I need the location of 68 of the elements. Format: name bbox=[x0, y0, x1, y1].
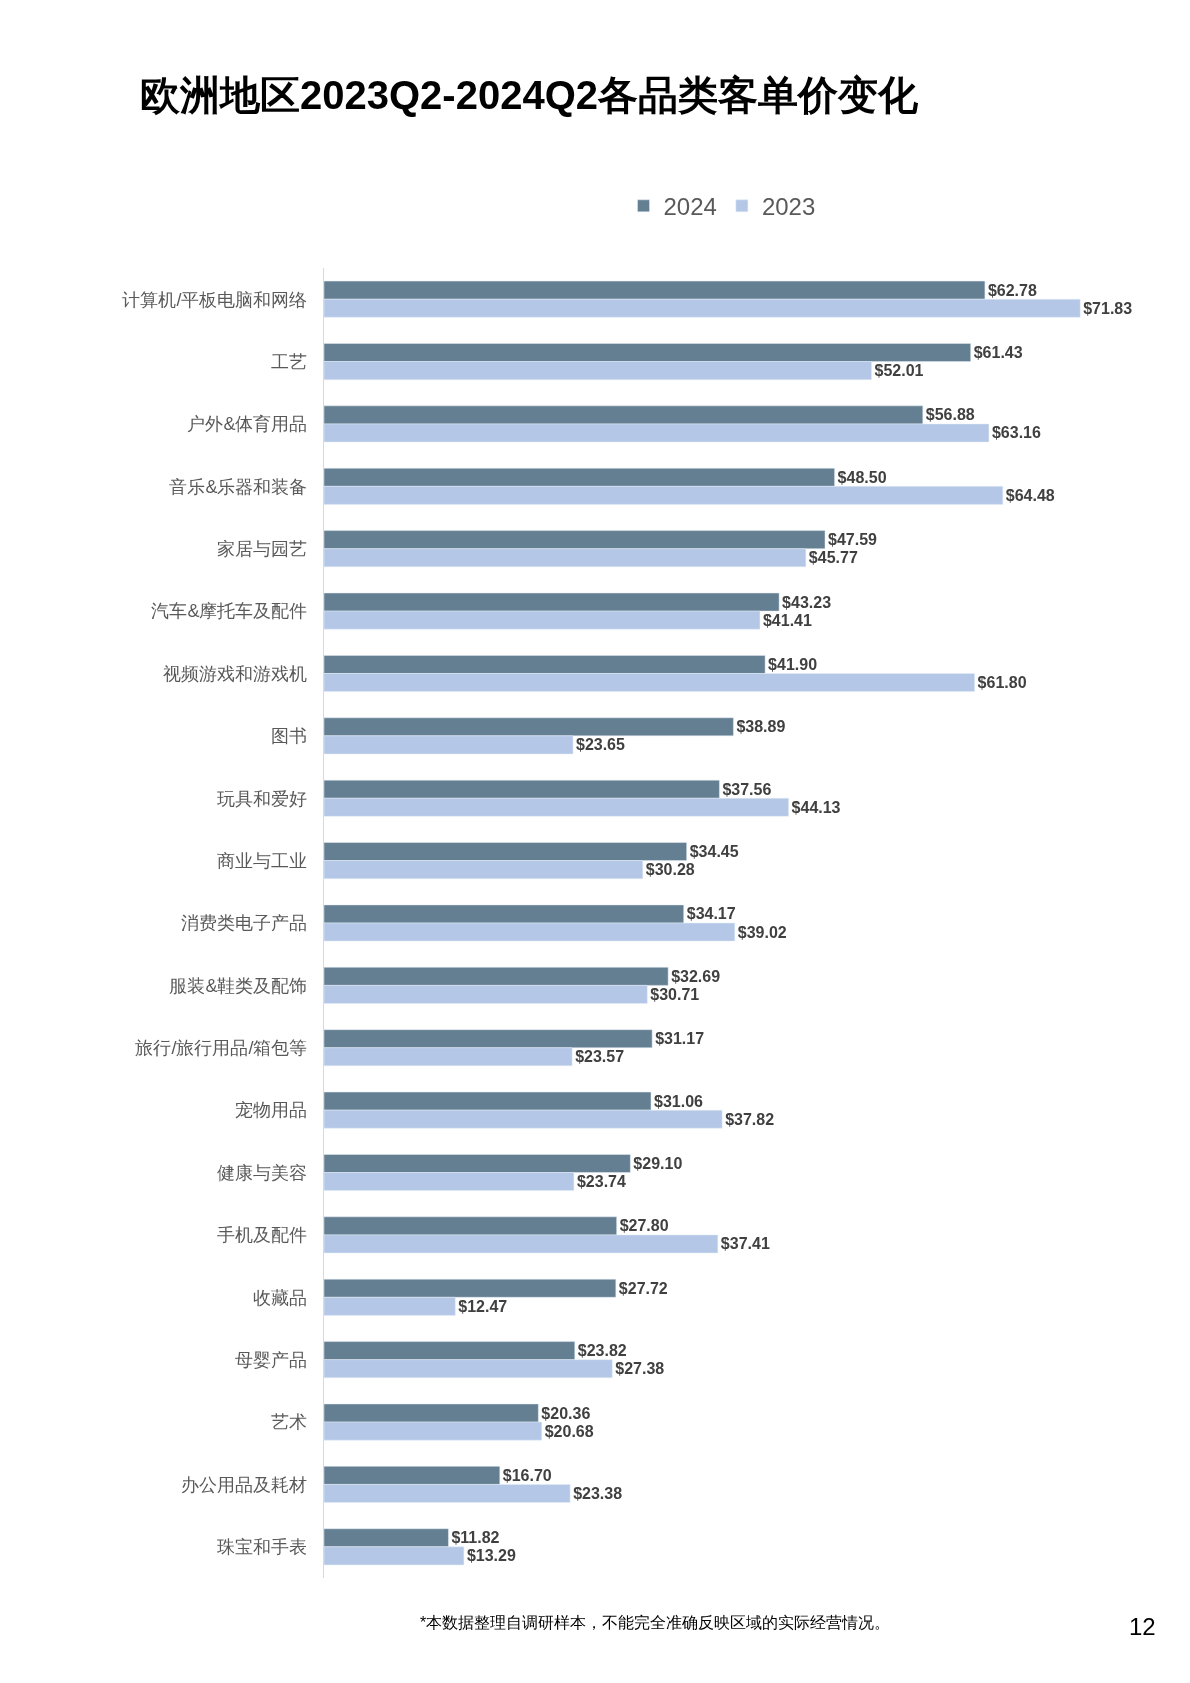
data-label: $12.47 bbox=[458, 1297, 508, 1315]
data-label: $37.41 bbox=[720, 1235, 770, 1253]
y-tick-label: 工艺 bbox=[271, 351, 308, 372]
data-label: $41.90 bbox=[768, 655, 818, 673]
data-label: $30.71 bbox=[650, 985, 700, 1003]
data-label: $41.41 bbox=[762, 611, 812, 629]
data-label: $64.48 bbox=[1005, 486, 1055, 504]
legend-label: 2024 bbox=[663, 193, 717, 221]
text: 12 bbox=[1129, 1613, 1156, 1640]
y-tick-label: 办公用品及耗材 bbox=[181, 1474, 308, 1495]
legend-label: 2023 bbox=[761, 193, 816, 221]
data-label: $34.45 bbox=[689, 843, 739, 861]
y-tick-label: 母婴产品 bbox=[235, 1349, 308, 1370]
data-label: $27.38 bbox=[615, 1360, 665, 1378]
data-label: $23.65 bbox=[575, 736, 626, 754]
text: *本数据整理自调研样本，不能完全准确反映区域的实际经营情况。 bbox=[420, 1614, 891, 1631]
y-tick-label: 珠宝和手表 bbox=[217, 1537, 308, 1558]
y-tick-label: 家居与园艺 bbox=[217, 539, 308, 560]
data-label: $61.80 bbox=[977, 674, 1027, 692]
y-tick-label: 音乐&乐器和装备 bbox=[169, 476, 308, 497]
data-label: $27.80 bbox=[619, 1217, 669, 1235]
data-label: $32.69 bbox=[671, 967, 721, 985]
y-tick-label: 宠物用品 bbox=[235, 1100, 308, 1121]
data-label: $45.77 bbox=[808, 549, 858, 567]
y-tick-label: 旅行/旅行用品/箱包等 bbox=[135, 1038, 308, 1059]
y-tick-label: 视频游戏和游戏机 bbox=[163, 663, 308, 684]
data-label: $52.01 bbox=[874, 362, 924, 380]
y-tick-label: 玩具和爱好 bbox=[217, 788, 308, 809]
y-tick-label: 计算机/平板电脑和网络 bbox=[122, 289, 308, 310]
data-label: $23.82 bbox=[577, 1342, 627, 1360]
data-label: $39.02 bbox=[737, 923, 787, 941]
y-tick-label: 户外&体育用品 bbox=[187, 414, 308, 435]
y-tick-label: 消费类电子产品 bbox=[181, 913, 308, 934]
data-label: $23.38 bbox=[573, 1484, 623, 1502]
y-tick-label: 收藏品 bbox=[253, 1287, 308, 1308]
data-label: $43.23 bbox=[782, 593, 832, 611]
data-label: $23.74 bbox=[576, 1173, 626, 1191]
data-label: $13.29 bbox=[466, 1547, 516, 1565]
data-label: $38.89 bbox=[736, 718, 786, 736]
data-label: $20.68 bbox=[544, 1422, 594, 1440]
data-label: $37.56 bbox=[722, 780, 772, 798]
data-label: $61.43 bbox=[973, 344, 1023, 362]
data-label: $62.78 bbox=[987, 281, 1037, 299]
data-label: $48.50 bbox=[837, 468, 887, 486]
data-label: $31.17 bbox=[655, 1030, 705, 1048]
y-tick-label: 图书 bbox=[271, 726, 308, 747]
y-tick-label: 汽车&摩托车及配件 bbox=[151, 601, 308, 622]
data-label: $63.16 bbox=[991, 424, 1041, 442]
data-label: $20.36 bbox=[541, 1404, 591, 1422]
data-label: $31.06 bbox=[653, 1092, 704, 1110]
data-label: $30.28 bbox=[645, 861, 695, 879]
chart-title: 欧洲地区2023Q2-2024Q2各品类客单价变化 bbox=[140, 73, 920, 117]
data-label: $37.82 bbox=[725, 1110, 775, 1128]
data-label: $34.17 bbox=[686, 905, 736, 923]
data-label: $56.88 bbox=[925, 406, 975, 424]
data-label: $44.13 bbox=[791, 798, 841, 816]
y-tick-label: 手机及配件 bbox=[217, 1225, 308, 1246]
data-label: $23.57 bbox=[575, 1048, 625, 1066]
y-tick-label: 艺术 bbox=[271, 1412, 308, 1433]
data-label: $11.82 bbox=[451, 1529, 500, 1547]
data-label: $16.70 bbox=[502, 1466, 552, 1484]
data-label: $71.83 bbox=[1083, 299, 1133, 317]
data-label: $27.72 bbox=[618, 1279, 668, 1297]
data-label: $29.10 bbox=[633, 1154, 683, 1172]
data-label: $47.59 bbox=[828, 531, 878, 549]
y-tick-label: 服装&鞋类及配饰 bbox=[169, 975, 308, 996]
y-tick-label: 健康与美容 bbox=[217, 1162, 308, 1183]
y-tick-label: 商业与工业 bbox=[217, 850, 308, 871]
